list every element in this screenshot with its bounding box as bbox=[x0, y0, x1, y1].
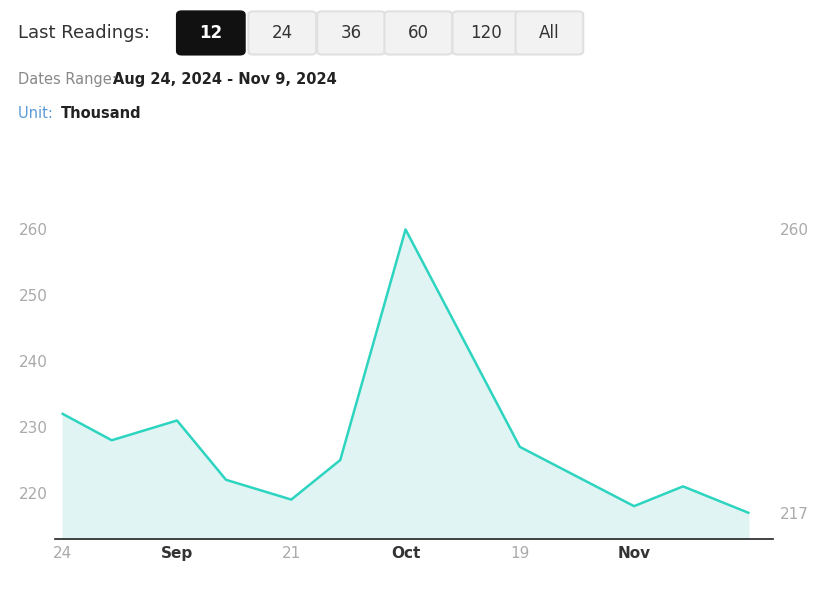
Text: 36: 36 bbox=[340, 24, 362, 42]
Text: 120: 120 bbox=[470, 24, 502, 42]
FancyBboxPatch shape bbox=[385, 11, 452, 55]
FancyBboxPatch shape bbox=[516, 11, 583, 55]
Text: Dates Range:: Dates Range: bbox=[18, 71, 122, 87]
FancyBboxPatch shape bbox=[249, 11, 316, 55]
Text: Unit:: Unit: bbox=[18, 106, 58, 122]
Text: Aug 24, 2024 - Nov 9, 2024: Aug 24, 2024 - Nov 9, 2024 bbox=[113, 71, 337, 87]
Text: Thousand: Thousand bbox=[61, 106, 142, 122]
Text: 12: 12 bbox=[199, 24, 223, 42]
Text: 60: 60 bbox=[408, 24, 429, 42]
FancyBboxPatch shape bbox=[318, 11, 385, 55]
Text: All: All bbox=[539, 24, 559, 42]
Text: 24: 24 bbox=[271, 24, 293, 42]
FancyBboxPatch shape bbox=[177, 11, 244, 55]
FancyBboxPatch shape bbox=[453, 11, 520, 55]
Text: Last Readings:: Last Readings: bbox=[18, 24, 150, 42]
